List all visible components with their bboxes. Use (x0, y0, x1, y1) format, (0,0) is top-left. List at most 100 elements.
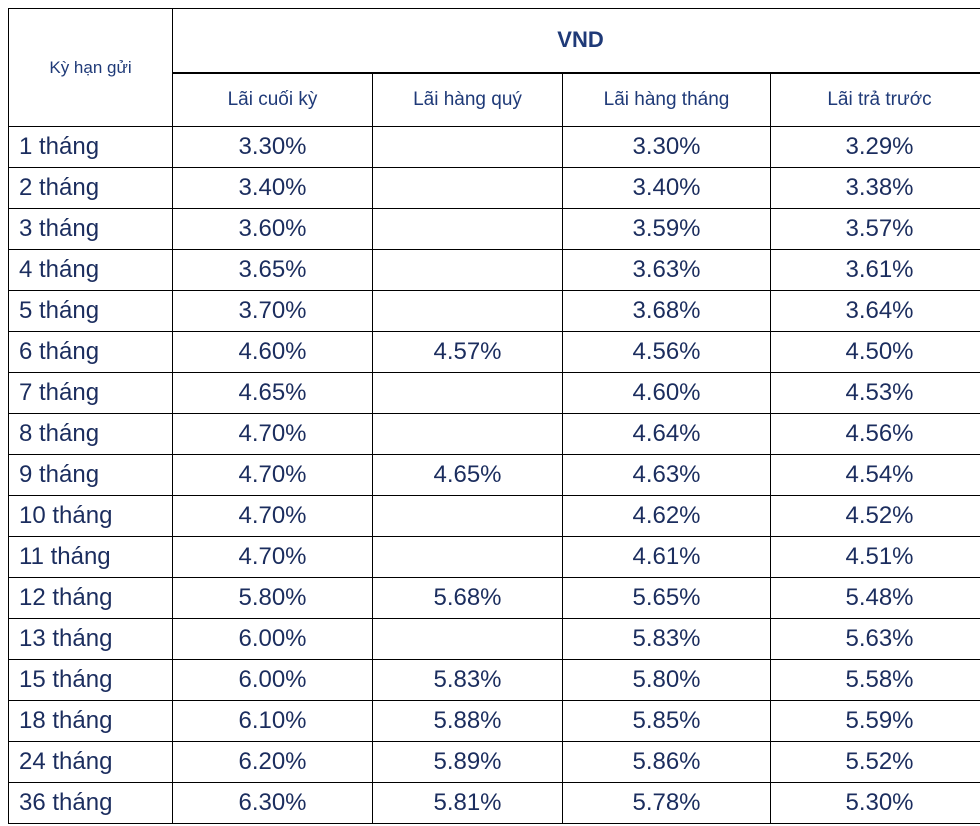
term-cell: 11 tháng (8, 536, 173, 578)
table-row: 15 tháng 6.00% 5.83% 5.80% 5.58% (8, 659, 980, 701)
table-row: 24 tháng 6.20% 5.89% 5.86% 5.52% (8, 741, 980, 783)
rate-cell: 4.56% (562, 331, 771, 373)
rate-cell: 4.70% (172, 536, 373, 578)
column-header: Lãi hàng quý (372, 72, 563, 127)
term-cell: 1 tháng (8, 126, 173, 168)
rate-cell (372, 167, 563, 209)
rate-cell: 4.61% (562, 536, 771, 578)
rate-cell: 5.68% (372, 577, 563, 619)
term-cell: 7 tháng (8, 372, 173, 414)
rate-cell: 4.65% (172, 372, 373, 414)
rate-cell (372, 290, 563, 332)
rate-cell: 3.63% (562, 249, 771, 291)
rate-cell: 3.68% (562, 290, 771, 332)
term-cell: 9 tháng (8, 454, 173, 496)
term-cell: 4 tháng (8, 249, 173, 291)
table-row: 13 tháng 6.00% 5.83% 5.63% (8, 618, 980, 660)
term-cell: 18 tháng (8, 700, 173, 742)
rate-cell: 5.81% (372, 782, 563, 824)
table-row: 9 tháng 4.70% 4.65% 4.63% 4.54% (8, 454, 980, 496)
rate-cell: 6.30% (172, 782, 373, 824)
rate-cell: 4.70% (172, 454, 373, 496)
rate-cell: 3.61% (769, 249, 980, 291)
rate-cell: 3.64% (769, 290, 980, 332)
rate-cell (372, 618, 563, 660)
rate-cell (372, 126, 563, 168)
table-row: 36 tháng 6.30% 5.81% 5.78% 5.30% (8, 782, 980, 824)
rate-cell (372, 413, 563, 455)
rate-cell: 5.48% (769, 577, 980, 619)
rate-cell (372, 249, 563, 291)
rate-cell: 4.62% (562, 495, 771, 537)
rate-cell: 4.63% (562, 454, 771, 496)
rate-cell: 3.30% (562, 126, 771, 168)
rate-cell: 5.80% (562, 659, 771, 701)
rate-cell (372, 536, 563, 578)
rate-cell (372, 372, 563, 414)
rate-cell: 5.65% (562, 577, 771, 619)
rate-cell: 4.56% (769, 413, 980, 455)
table-row: 1 tháng 3.30% 3.30% 3.29% (8, 126, 980, 168)
rate-cell: 5.59% (769, 700, 980, 742)
rate-cell: 3.59% (562, 208, 771, 250)
table-row: 7 tháng 4.65% 4.60% 4.53% (8, 372, 980, 414)
rate-cell: 4.64% (562, 413, 771, 455)
rate-cell: 5.89% (372, 741, 563, 783)
rate-cell: 4.54% (769, 454, 980, 496)
rate-cell: 4.70% (172, 495, 373, 537)
table-row: 2 tháng 3.40% 3.40% 3.38% (8, 167, 980, 209)
rate-cell: 5.83% (372, 659, 563, 701)
rate-cell: 4.60% (562, 372, 771, 414)
rate-cell: 4.53% (769, 372, 980, 414)
term-cell: 6 tháng (8, 331, 173, 373)
rate-cell: 6.00% (172, 618, 373, 660)
rate-cell: 5.58% (769, 659, 980, 701)
table-row: 6 tháng 4.60% 4.57% 4.56% 4.50% (8, 331, 980, 373)
rate-cell: 4.51% (769, 536, 980, 578)
rate-cell: 5.83% (562, 618, 771, 660)
table-row: 3 tháng 3.60% 3.59% 3.57% (8, 208, 980, 250)
rate-cell: 5.86% (562, 741, 771, 783)
rate-cell (372, 208, 563, 250)
rate-cell: 5.78% (562, 782, 771, 824)
rate-cell: 3.65% (172, 249, 373, 291)
table-row: 10 tháng 4.70% 4.62% 4.52% (8, 495, 980, 537)
term-cell: 24 tháng (8, 741, 173, 783)
column-header: Lãi trả trước (769, 72, 980, 127)
rate-cell: 6.20% (172, 741, 373, 783)
term-header: Kỳ hạn gửi (8, 8, 173, 127)
rate-cell: 3.57% (769, 208, 980, 250)
rate-cell: 5.52% (769, 741, 980, 783)
rate-cell: 5.85% (562, 700, 771, 742)
table-body: 1 tháng 3.30% 3.30% 3.29% 2 tháng 3.40% 3.40% 3… (8, 126, 980, 824)
column-header: Lãi hàng tháng (562, 72, 771, 127)
rate-table: Kỳ hạn gửi VND Lãi cuối kỳ Lãi hàng quý Lã… (8, 7, 980, 824)
rate-cell: 4.70% (172, 413, 373, 455)
rate-cell: 3.38% (769, 167, 980, 209)
rate-cell: 3.29% (769, 126, 980, 168)
term-cell: 13 tháng (8, 618, 173, 660)
currency-header: VND (171, 7, 980, 74)
table-row: 4 tháng 3.65% 3.63% 3.61% (8, 249, 980, 291)
rate-cell: 4.57% (372, 331, 563, 373)
rate-cell: 3.40% (172, 167, 373, 209)
rate-cell: 5.80% (172, 577, 373, 619)
table-row: 18 tháng 6.10% 5.88% 5.85% 5.59% (8, 700, 980, 742)
term-cell: 5 tháng (8, 290, 173, 332)
table-row: 12 tháng 5.80% 5.68% 5.65% 5.48% (8, 577, 980, 619)
term-cell: 2 tháng (8, 167, 173, 209)
rate-cell: 4.50% (769, 331, 980, 373)
rate-cell: 3.60% (172, 208, 373, 250)
term-cell: 36 tháng (8, 782, 173, 824)
rate-cell: 4.65% (372, 454, 563, 496)
rate-cell: 4.52% (769, 495, 980, 537)
rate-cell: 6.00% (172, 659, 373, 701)
rate-cell: 3.40% (562, 167, 771, 209)
column-header: Lãi cuối kỳ (172, 72, 373, 127)
rate-cell: 3.30% (172, 126, 373, 168)
term-cell: 10 tháng (8, 495, 173, 537)
rate-cell: 5.63% (769, 618, 980, 660)
term-cell: 3 tháng (8, 208, 173, 250)
term-cell: 15 tháng (8, 659, 173, 701)
